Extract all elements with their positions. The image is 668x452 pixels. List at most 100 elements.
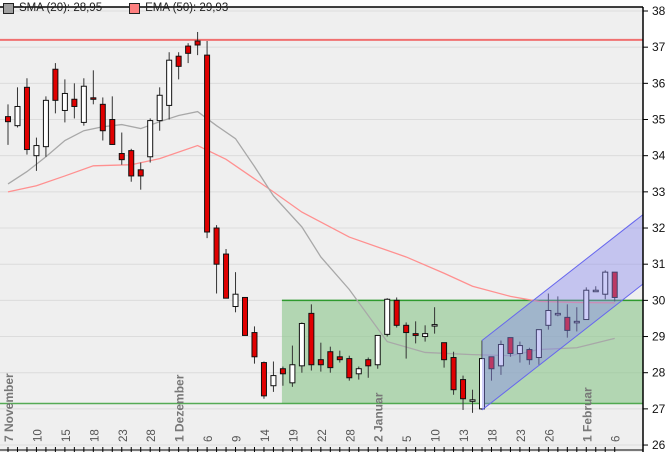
candle-body <box>298 323 305 367</box>
candle <box>298 322 305 373</box>
candle <box>374 334 381 369</box>
x-month-label: 7 November <box>2 373 16 442</box>
candle-body <box>279 368 286 375</box>
candle-body <box>204 54 211 233</box>
candle <box>156 87 163 131</box>
x-month-label: 1 Februar <box>580 387 594 442</box>
candle <box>592 286 599 293</box>
candle <box>232 272 239 313</box>
indicator-lines <box>7 110 615 357</box>
x-tick-label: 28 <box>146 429 158 442</box>
candle <box>99 97 106 141</box>
candle-body <box>602 271 609 295</box>
candle <box>365 357 372 378</box>
candle-body <box>583 289 590 321</box>
sma-line <box>7 110 615 357</box>
candle-body <box>431 324 438 327</box>
y-tick-label: 37 <box>652 40 666 54</box>
candle <box>42 96 49 157</box>
candle <box>479 340 485 410</box>
candle-body <box>99 103 106 132</box>
candle-body <box>260 362 267 397</box>
candle-body <box>61 92 68 111</box>
candle <box>279 366 286 386</box>
y-tick-label: 32 <box>652 221 666 235</box>
candle-body <box>422 333 429 338</box>
candle <box>535 329 542 365</box>
x-tick-label: 10 <box>431 429 443 442</box>
y-tick-label: 33 <box>652 185 666 199</box>
x-tick-label: 13 <box>459 429 471 442</box>
candle <box>166 52 173 120</box>
candle <box>573 307 580 332</box>
candle-body <box>223 253 230 299</box>
candle-body <box>365 359 372 367</box>
candle-body <box>545 309 552 326</box>
candle <box>602 270 609 300</box>
candle-body <box>317 359 324 366</box>
candle-body <box>289 364 296 384</box>
candle <box>175 52 182 80</box>
y-tick-label: 29 <box>652 330 666 344</box>
candle <box>526 347 533 365</box>
candle <box>507 337 514 357</box>
candle <box>52 63 59 114</box>
x-tick-label: 18 <box>487 429 499 442</box>
candle-body <box>166 59 173 106</box>
candle-body <box>33 145 40 157</box>
x-tick-label: 6 <box>611 436 623 442</box>
candle-body <box>270 375 277 387</box>
candle <box>308 304 315 371</box>
legend: SMA (20): 28,95 EMA (50): 29,93 <box>0 0 252 16</box>
candle-body <box>535 329 542 359</box>
x-tick-label: 6 <box>203 436 215 442</box>
candle <box>260 361 267 399</box>
y-tick-label: 26 <box>652 438 666 452</box>
candle <box>33 137 40 171</box>
candle-body <box>137 169 144 177</box>
candle <box>128 148 135 182</box>
candle <box>118 132 125 165</box>
candle <box>431 307 438 334</box>
candle <box>61 79 68 123</box>
candle <box>71 83 78 119</box>
y-tick-label: 27 <box>652 402 666 416</box>
candle-body <box>516 345 523 355</box>
candle <box>14 87 21 128</box>
channel-lower-line <box>481 283 644 411</box>
candle-body <box>554 312 561 316</box>
candle <box>393 297 400 328</box>
candle <box>564 304 571 338</box>
sma-swatch <box>3 2 14 14</box>
candle-body <box>497 343 504 367</box>
legend-item-sma: SMA (20): 28,95 <box>3 2 102 14</box>
candles <box>5 31 618 413</box>
candle-body <box>573 320 580 324</box>
candle <box>412 321 419 344</box>
x-tick-label: 18 <box>89 429 101 442</box>
x-tick-label: 28 <box>345 429 357 442</box>
candle-body <box>147 120 154 158</box>
candle <box>488 356 495 381</box>
candle-body <box>374 334 381 366</box>
y-tick-label: 35 <box>652 113 666 127</box>
candle <box>23 78 30 155</box>
candle <box>317 342 324 372</box>
candle-body <box>23 86 30 151</box>
candle <box>611 271 618 302</box>
x-month-label: 2 Januar <box>372 392 386 442</box>
x-tick-label: 14 <box>260 429 272 442</box>
candle <box>346 355 353 381</box>
x-axis: 7 November 10 15 18 23 28 1 Dezember 6 9 14 19 22 28… <box>0 373 643 452</box>
candle-body <box>128 150 135 177</box>
candle <box>270 361 277 392</box>
y-tick-label: 31 <box>652 257 666 271</box>
candle-body <box>109 119 116 145</box>
candle-body <box>308 312 315 366</box>
channel-overlay <box>481 214 644 411</box>
candle-body <box>118 153 125 161</box>
candle-body <box>52 68 59 101</box>
candle <box>336 350 343 363</box>
candle <box>355 366 362 380</box>
y-tick-label: 38 <box>652 4 666 18</box>
